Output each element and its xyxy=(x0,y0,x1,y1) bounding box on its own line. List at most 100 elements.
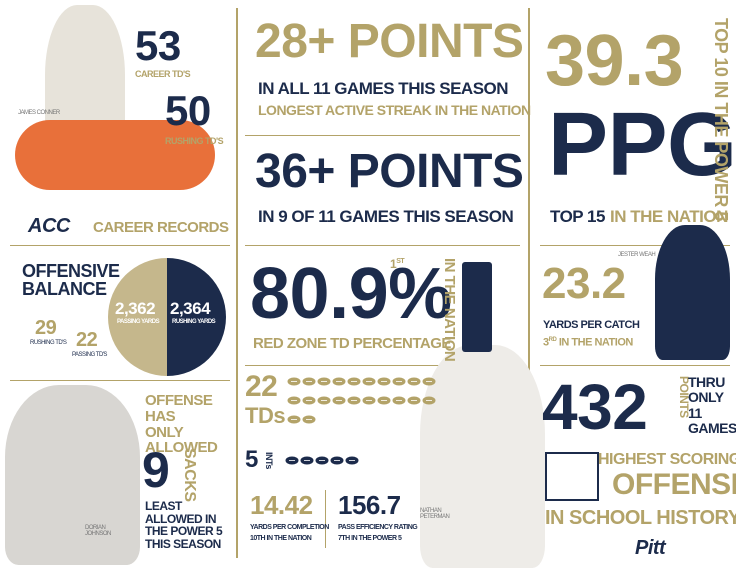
text: TOP 15 xyxy=(550,207,605,226)
text: OFFENSE HAS ONLY ALLOWED xyxy=(145,392,218,457)
text: HIGHEST SCORING xyxy=(598,451,736,468)
player-photo xyxy=(15,120,215,190)
caption: JAMES CONNER xyxy=(18,110,60,116)
caption: JESTER WEAH xyxy=(618,252,656,258)
divider xyxy=(245,365,445,366)
stat: 2,364 xyxy=(170,299,211,318)
label: YARDS PER CATCH xyxy=(543,319,640,331)
football-icon xyxy=(287,415,301,424)
stat: 50 xyxy=(165,87,211,134)
football-icon xyxy=(300,456,314,465)
football-icon xyxy=(377,396,391,405)
text: IN 9 OF 11 GAMES THIS SEASON xyxy=(258,207,514,226)
logo xyxy=(545,452,599,501)
football-icon xyxy=(330,456,344,465)
rank: 10TH IN THE NATION xyxy=(250,535,312,542)
stat: 5 xyxy=(245,446,258,473)
football-icon xyxy=(317,396,331,405)
pie-slice xyxy=(108,258,167,376)
football-icon xyxy=(302,415,316,424)
stat: 2,362 xyxy=(115,299,156,318)
stat: 432 xyxy=(542,371,648,443)
divider xyxy=(245,135,520,136)
text: IN SCHOOL HISTORY xyxy=(545,507,736,529)
label: SACKS xyxy=(181,448,198,502)
stat: 39.3 xyxy=(545,21,684,101)
football-icon xyxy=(407,396,421,405)
text: IN THE NATION xyxy=(558,336,633,349)
football-icon xyxy=(362,396,376,405)
player-photo xyxy=(655,225,730,360)
text: IN THE NATION xyxy=(610,207,728,226)
icon-group xyxy=(285,455,395,474)
pie-slice xyxy=(167,258,226,376)
football-icon xyxy=(422,377,436,386)
football-icon xyxy=(422,396,436,405)
label: YARDS PER COMPLETION xyxy=(250,524,329,531)
label: TDs xyxy=(245,403,286,428)
rank: 1ST xyxy=(390,257,405,271)
stat: 80.9% xyxy=(250,254,452,334)
logo: Pitt xyxy=(635,537,666,559)
stat: 22 xyxy=(245,370,278,403)
label: PASSING YARDS xyxy=(117,319,160,325)
title: OFFENSIVE BALANCE xyxy=(22,261,120,299)
headline: 28+ POINTS xyxy=(255,15,524,68)
stat: 53 xyxy=(135,22,181,69)
stat: 156.7 xyxy=(338,490,401,520)
football-icon xyxy=(332,377,346,386)
rank: 7TH IN THE POWER 5 xyxy=(338,535,402,542)
text: LONGEST ACTIVE STREAK IN THE NATION xyxy=(258,102,531,118)
rank: 1 xyxy=(390,257,397,271)
caption: NATHAN PETERMAN xyxy=(420,508,450,520)
stat: 29 xyxy=(35,317,57,339)
stat: 23.2 xyxy=(542,259,626,308)
rank: 3RD IN THE NATION xyxy=(543,337,633,349)
label: RUSHING TD'S xyxy=(165,136,224,146)
label: INTs xyxy=(264,452,274,469)
stat: PPG xyxy=(548,95,736,195)
pie xyxy=(108,258,226,376)
football-icon xyxy=(302,377,316,386)
text: IN ALL 11 GAMES THIS SEASON xyxy=(258,79,509,98)
football-icon xyxy=(347,377,361,386)
divider xyxy=(540,245,730,246)
icon-group xyxy=(287,376,437,433)
headline: 36+ POINTS xyxy=(255,145,524,198)
label: RUSHING TD'S xyxy=(30,340,67,346)
stat: 14.42 xyxy=(250,490,313,520)
text: OFFENSE xyxy=(612,468,736,501)
field-graphic xyxy=(462,262,492,352)
divider xyxy=(236,8,238,558)
label: RED ZONE TD PERCENTAGE xyxy=(253,335,451,352)
football-icon xyxy=(392,377,406,386)
football-icon xyxy=(362,377,376,386)
football-icon xyxy=(345,456,359,465)
label: CAREER TD'S xyxy=(135,69,191,79)
divider xyxy=(528,8,530,558)
divider xyxy=(10,245,230,246)
text: LEAST ALLOWED IN THE POWER 5 THIS SEASON xyxy=(145,499,223,551)
suffix: RD xyxy=(548,337,557,343)
football-icon xyxy=(332,396,346,405)
football-icon xyxy=(285,456,299,465)
label: RUSHING YARDS xyxy=(172,319,216,325)
football-icon xyxy=(377,377,391,386)
text: TOP 10 IN THE POWER 5 xyxy=(711,18,731,221)
football-icon xyxy=(347,396,361,405)
player-photo xyxy=(420,345,545,568)
stat: 22 xyxy=(76,329,98,351)
football-icon xyxy=(302,396,316,405)
text: THRU ONLY 11 GAMES xyxy=(688,374,736,437)
label: PASS EFFICIENCY RATING xyxy=(338,524,418,531)
football-icon xyxy=(407,377,421,386)
football-icon xyxy=(287,377,301,386)
divider xyxy=(10,380,230,381)
suffix: ST xyxy=(396,258,405,265)
stat: 9 xyxy=(142,442,170,498)
title: CAREER RECORDS xyxy=(93,219,229,236)
logo: ACC xyxy=(28,215,70,237)
caption: DORIAN JOHNSON xyxy=(85,525,111,537)
football-icon xyxy=(392,396,406,405)
